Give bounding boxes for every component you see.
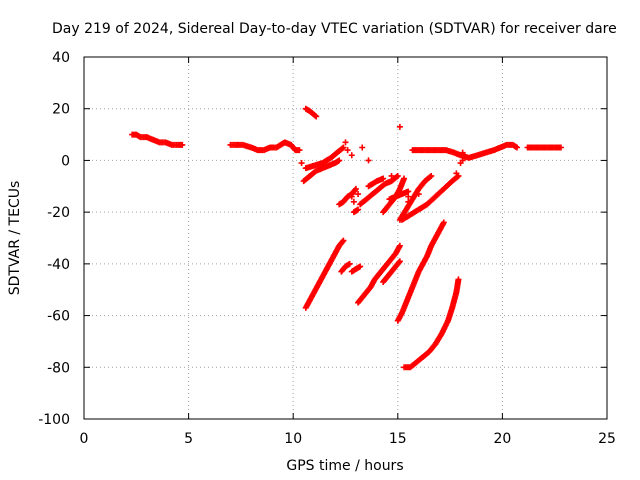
data-point	[427, 173, 434, 180]
series-pass-d	[336, 185, 359, 208]
data-point	[394, 172, 401, 179]
data-point	[355, 191, 362, 198]
data-point	[352, 186, 359, 193]
data-point	[339, 238, 346, 245]
data-point	[313, 113, 320, 120]
y-tick-label: 20	[52, 102, 70, 118]
data-point	[312, 112, 319, 119]
data-point	[346, 260, 353, 267]
data-point	[396, 123, 403, 130]
data-point	[396, 242, 403, 249]
series-late-band	[409, 141, 521, 161]
series-pass-m	[386, 188, 412, 203]
x-tick-label: 15	[389, 431, 407, 447]
data-points	[129, 105, 564, 371]
y-tick-label: 0	[61, 153, 70, 169]
series-pass-p	[394, 219, 447, 324]
series-pass-e	[350, 206, 362, 216]
data-point	[455, 276, 462, 283]
series-pass-o	[398, 172, 462, 223]
series-pass-q	[401, 276, 462, 371]
data-point	[453, 170, 460, 177]
y-tick-label: -100	[38, 412, 70, 428]
data-point	[405, 198, 412, 205]
series-final-band	[524, 144, 564, 151]
data-point	[359, 144, 366, 151]
y-axis-title: SDTVAR / TECUs	[7, 181, 23, 296]
x-tick-label: 10	[284, 431, 302, 447]
data-point	[514, 144, 521, 151]
data-point	[405, 193, 412, 200]
x-tick-label: 0	[80, 431, 89, 447]
series-pass-j	[357, 172, 401, 208]
x-tick-label: 5	[184, 431, 193, 447]
y-tick-label: -20	[47, 205, 70, 221]
series-pass-b	[302, 144, 347, 172]
data-point	[348, 193, 355, 200]
data-point	[393, 173, 400, 180]
series-mid-band	[227, 139, 303, 154]
grid-lines	[84, 57, 607, 419]
data-point	[428, 172, 435, 179]
x-tick-label: 20	[493, 431, 511, 447]
data-point	[459, 149, 466, 156]
data-point	[348, 152, 355, 159]
data-point	[355, 206, 362, 213]
y-tick-label: -60	[47, 309, 70, 325]
series-pass-i	[380, 258, 403, 285]
tick-labels: 0 5 10 15 20 25 -100 -80 -60 -40 -20 0 20 40	[38, 50, 616, 447]
data-point	[344, 147, 351, 154]
data-point	[557, 144, 564, 151]
series-early-band	[129, 131, 186, 148]
data-point	[296, 147, 303, 154]
series-pass-c	[302, 237, 347, 311]
plot-frame	[83, 56, 608, 420]
x-axis-title: GPS time / hours	[286, 458, 403, 474]
y-tick-label: -80	[47, 360, 70, 376]
data-point	[342, 139, 349, 146]
data-point	[336, 157, 343, 164]
data-point	[396, 259, 403, 266]
data-point	[459, 157, 466, 164]
data-point	[415, 191, 422, 198]
axis-ticks	[83, 56, 608, 420]
series-pass-a	[300, 157, 343, 185]
series-pass-g	[348, 263, 364, 275]
series-pass-k	[365, 175, 387, 190]
series-pass-f	[338, 260, 353, 275]
data-point	[352, 185, 359, 192]
chart-title: Day 219 of 2024, Sidereal Day-to-day VTE…	[52, 21, 617, 37]
data-point	[340, 144, 347, 151]
data-point	[365, 157, 372, 164]
series-short-descent	[302, 105, 320, 120]
data-point	[340, 237, 347, 244]
data-point	[396, 258, 403, 265]
data-point	[350, 198, 357, 205]
y-tick-label: 40	[52, 50, 70, 66]
series-isolated	[298, 123, 466, 205]
data-point	[401, 175, 408, 182]
data-point	[339, 145, 346, 152]
data-point	[298, 160, 305, 167]
data-point	[357, 263, 364, 270]
x-tick-label: 25	[598, 431, 616, 447]
data-point	[179, 141, 186, 148]
data-point	[388, 172, 395, 179]
data-point	[380, 175, 387, 182]
data-point	[405, 188, 412, 195]
series-pass-h	[355, 242, 403, 306]
data-point	[454, 173, 461, 180]
y-tick-label: -40	[47, 257, 70, 273]
data-point	[440, 219, 447, 226]
